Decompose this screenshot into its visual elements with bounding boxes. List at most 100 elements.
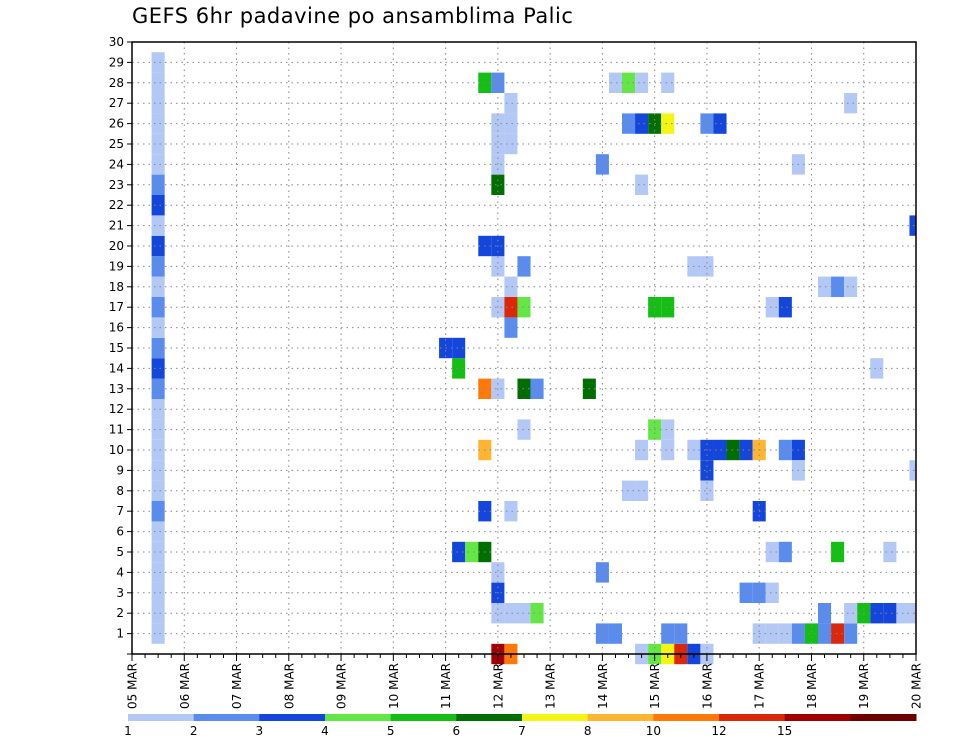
legend-label: 15 bbox=[777, 724, 792, 738]
heatmap-cell bbox=[151, 215, 165, 236]
x-tick-label: 11 MAR bbox=[439, 663, 453, 709]
legend-swatch bbox=[784, 714, 851, 721]
heatmap-cell bbox=[151, 113, 165, 134]
y-tick-label: 8 bbox=[116, 484, 124, 498]
y-tick-label: 22 bbox=[109, 198, 124, 212]
x-tick-label: 19 MAR bbox=[857, 663, 871, 709]
heatmap-cell bbox=[491, 113, 505, 134]
heatmap-cell bbox=[818, 603, 832, 624]
y-tick-label: 13 bbox=[109, 382, 124, 396]
heatmap-cell bbox=[151, 501, 165, 522]
heatmap-cell bbox=[151, 256, 165, 277]
legend-label: 6 bbox=[453, 724, 461, 738]
y-tick-label: 24 bbox=[109, 157, 124, 171]
x-tick-label: 12 MAR bbox=[491, 663, 505, 709]
heatmap-cell bbox=[151, 399, 165, 420]
heatmap-cell bbox=[765, 297, 779, 318]
legend-swatch bbox=[522, 714, 589, 721]
legend-swatch bbox=[587, 714, 654, 721]
heatmap-cell bbox=[883, 541, 897, 563]
heatmap-cell bbox=[151, 154, 165, 175]
heatmap-cell bbox=[870, 358, 884, 379]
heatmap-cell bbox=[661, 113, 675, 134]
heatmap-cell bbox=[151, 52, 165, 73]
legend-swatch bbox=[193, 714, 260, 721]
heatmap-cell bbox=[151, 195, 165, 216]
heatmap-cell bbox=[831, 276, 845, 297]
heatmap-cell bbox=[151, 297, 165, 318]
legend-label: 12 bbox=[711, 724, 726, 738]
x-tick-label: 10 MAR bbox=[387, 663, 401, 709]
y-tick-label: 19 bbox=[109, 259, 124, 273]
heatmap-cell bbox=[608, 72, 622, 93]
heatmap-cell bbox=[491, 72, 505, 93]
legend-swatch bbox=[325, 714, 392, 721]
heatmap-cell bbox=[635, 72, 649, 93]
y-tick-label: 27 bbox=[109, 96, 124, 110]
y-tick-label: 12 bbox=[109, 402, 124, 416]
x-tick-label: 06 MAR bbox=[178, 663, 192, 709]
legend-label: 7 bbox=[518, 724, 526, 738]
heatmap-cell bbox=[778, 623, 792, 644]
x-tick-label: 20 MAR bbox=[910, 663, 924, 709]
x-tick-label: 18 MAR bbox=[805, 663, 819, 709]
heatmap-cell bbox=[778, 541, 792, 563]
heatmap-cell bbox=[844, 93, 858, 114]
legend-swatch bbox=[719, 714, 786, 721]
heatmap-cell bbox=[909, 215, 916, 236]
heatmap-cell bbox=[452, 541, 466, 563]
heatmap-cell bbox=[765, 623, 779, 644]
legend-swatch bbox=[653, 714, 720, 721]
y-tick-label: 14 bbox=[109, 361, 124, 375]
heatmap-cell bbox=[504, 501, 518, 522]
heatmap-cell bbox=[452, 337, 466, 359]
x-tick-label: 14 MAR bbox=[596, 663, 610, 709]
y-tick-label: 5 bbox=[116, 545, 124, 559]
heatmap-cell bbox=[151, 317, 165, 338]
legend-swatch bbox=[259, 714, 326, 721]
heatmap-cell bbox=[491, 133, 505, 155]
heatmap-cell bbox=[151, 358, 165, 379]
x-tick-label: 08 MAR bbox=[282, 663, 296, 709]
heatmap-cell bbox=[465, 541, 479, 563]
legend-swatch bbox=[456, 714, 523, 721]
heatmap-cell bbox=[504, 93, 518, 114]
heatmap-cell bbox=[804, 623, 818, 644]
heatmap-cell bbox=[883, 603, 897, 624]
y-tick-label: 1 bbox=[116, 627, 124, 641]
y-tick-label: 26 bbox=[109, 117, 124, 131]
heatmap-cell bbox=[504, 276, 518, 297]
y-tick-label: 7 bbox=[116, 504, 124, 518]
heatmap-cell bbox=[870, 603, 884, 624]
grid-layer bbox=[132, 42, 916, 654]
heatmap-cell bbox=[635, 439, 649, 461]
legend-swatch bbox=[128, 714, 195, 721]
y-tick-label: 30 bbox=[109, 35, 124, 49]
heatmap-cell bbox=[635, 113, 649, 134]
y-tick-label: 17 bbox=[109, 300, 124, 314]
y-tick-label: 25 bbox=[109, 137, 124, 151]
y-tick-label: 20 bbox=[109, 239, 124, 253]
heatmap-cell bbox=[151, 480, 165, 501]
y-tick-label: 21 bbox=[109, 219, 124, 233]
heatmap-cell bbox=[151, 235, 165, 257]
heatmap-cell bbox=[504, 113, 518, 134]
heatmap-cell bbox=[661, 297, 675, 318]
heatmap-cell bbox=[151, 72, 165, 93]
heatmap-cell bbox=[622, 113, 636, 134]
heatmap-cell bbox=[151, 541, 165, 563]
heatmap-cell bbox=[831, 541, 845, 563]
y-tick-label: 4 bbox=[116, 565, 124, 579]
legend-swatch bbox=[850, 714, 917, 721]
heatmap-cell bbox=[151, 378, 165, 399]
legend-label: 8 bbox=[584, 724, 592, 738]
heatmap-cell bbox=[818, 623, 832, 644]
heatmap-cell bbox=[151, 419, 165, 440]
heatmap-cell bbox=[713, 113, 727, 134]
heatmap-cell bbox=[778, 439, 792, 461]
legend: 1 2 3 4 5 6 7 8 10 12 15 bbox=[124, 714, 917, 738]
heatmap-cell bbox=[151, 439, 165, 461]
y-tick-label: 6 bbox=[116, 525, 124, 539]
cells-layer bbox=[151, 52, 916, 665]
heatmap-cell bbox=[700, 480, 714, 501]
